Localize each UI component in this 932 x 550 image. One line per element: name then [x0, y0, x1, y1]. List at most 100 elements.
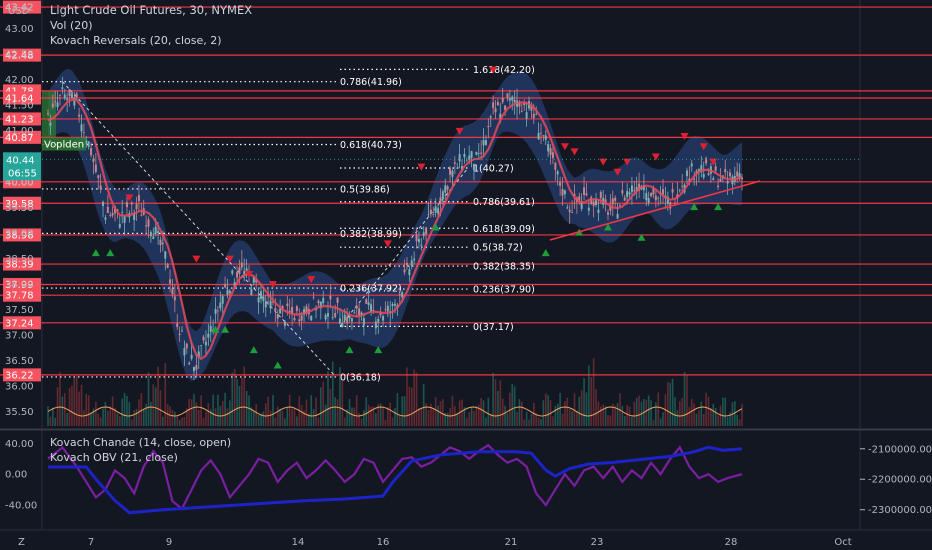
candle-body	[690, 163, 693, 167]
candle-body	[547, 144, 550, 152]
volume-indicator-label[interactable]: Vol (20)	[50, 19, 93, 32]
candle-body	[654, 195, 657, 201]
candle-body	[441, 191, 444, 199]
volume-bar	[78, 391, 80, 426]
time-tick-label: 28	[725, 537, 738, 548]
candle-body	[106, 206, 109, 214]
candle-body	[322, 297, 325, 304]
candle-body	[621, 190, 624, 194]
level-tag-label: 38.96	[5, 230, 34, 241]
level-tag-bg	[3, 257, 41, 271]
volume-bar	[195, 402, 198, 426]
volume-bar	[609, 415, 612, 426]
price-tick-label: 39.00	[5, 228, 34, 239]
volume-bar	[511, 383, 514, 426]
sell-signal	[455, 127, 464, 135]
volume-bar	[652, 419, 655, 426]
volume-bar	[73, 377, 76, 426]
candle-body	[283, 321, 286, 326]
volume-bar	[54, 417, 56, 426]
candle-body	[496, 101, 499, 106]
volume-bar	[506, 413, 509, 426]
candle-body	[276, 314, 279, 319]
candle-body	[504, 105, 507, 110]
volume-bar	[710, 408, 712, 426]
price-tick-label: 39.50	[5, 203, 34, 214]
candle-body	[80, 124, 83, 132]
obv-line	[48, 445, 743, 515]
volume-bar	[169, 406, 171, 426]
volume-bar	[226, 408, 229, 426]
candle-body	[209, 325, 212, 332]
candle-body	[47, 112, 49, 115]
volume-bar	[109, 406, 112, 426]
time-tick-label: Oct	[834, 537, 851, 548]
volume-bar	[712, 403, 715, 426]
volume-bar	[293, 409, 296, 426]
candle-body	[425, 228, 428, 235]
volume-bar	[602, 404, 604, 426]
last-price-value: 40.44	[6, 155, 35, 166]
volume-bar	[683, 371, 686, 426]
kovach-obv-label[interactable]: Kovach OBV (21, close)	[50, 451, 178, 464]
candle-body	[472, 164, 475, 171]
candle-body	[197, 351, 200, 358]
candle-body	[176, 323, 179, 328]
volume-bar	[669, 382, 672, 426]
candle-body	[161, 242, 164, 244]
candle-body	[537, 132, 540, 140]
volume-bar	[470, 407, 473, 426]
candle-body	[726, 181, 729, 184]
candle-body	[329, 295, 332, 300]
obv-tick-label: -2200000.00	[868, 475, 932, 486]
candle-body	[336, 297, 339, 303]
volume-bar	[331, 361, 334, 426]
candle-body	[405, 262, 408, 266]
volume-bar	[533, 402, 535, 426]
volume-bar	[267, 396, 269, 426]
candle-body	[499, 113, 502, 119]
candle-body	[137, 195, 140, 202]
kovach-reversals-label[interactable]: Kovach Reversals (20, close, 2)	[50, 34, 222, 47]
sell-signal	[709, 158, 718, 166]
candle-body	[693, 178, 696, 180]
candle-body	[214, 309, 217, 314]
candle-body	[303, 309, 306, 315]
candle-body	[85, 140, 88, 145]
candle-body	[274, 308, 277, 311]
volume-bar	[83, 410, 85, 426]
volume-bar	[645, 399, 648, 426]
volume-bar	[166, 404, 169, 426]
volume-bar	[286, 407, 289, 426]
volume-bar	[714, 407, 717, 426]
volume-bar	[583, 377, 585, 426]
fib-down-label: 0(36.18)	[340, 372, 381, 383]
candle-body	[561, 188, 564, 196]
volume-bar	[410, 387, 413, 426]
volume-bar	[434, 397, 437, 426]
volume-bar	[604, 406, 607, 426]
volume-bar	[420, 408, 423, 426]
volume-bar	[303, 410, 305, 426]
volume-bar	[372, 406, 375, 426]
volume-bar	[322, 381, 325, 426]
volume-bar	[281, 410, 284, 426]
candle-body	[326, 313, 329, 317]
volume-bar	[475, 406, 478, 426]
symbol-title[interactable]: Light Crude Oil Futures, 30, NYMEX	[50, 3, 253, 17]
level-tag-bg	[3, 48, 41, 62]
volume-bar	[255, 404, 257, 426]
candle-body	[295, 306, 298, 312]
price-tick-label: 40.00	[5, 177, 34, 188]
kovach-chande-label[interactable]: Kovach Chande (14, close, open)	[50, 436, 232, 449]
volume-bar	[611, 403, 614, 426]
buy-signal	[106, 249, 115, 257]
buy-signal	[211, 325, 220, 333]
candle-body	[420, 244, 423, 246]
volume-bar	[628, 406, 631, 426]
volume-bar	[398, 415, 401, 426]
candle-body	[666, 196, 669, 204]
candle-body	[401, 292, 404, 298]
candle-body	[477, 153, 480, 154]
